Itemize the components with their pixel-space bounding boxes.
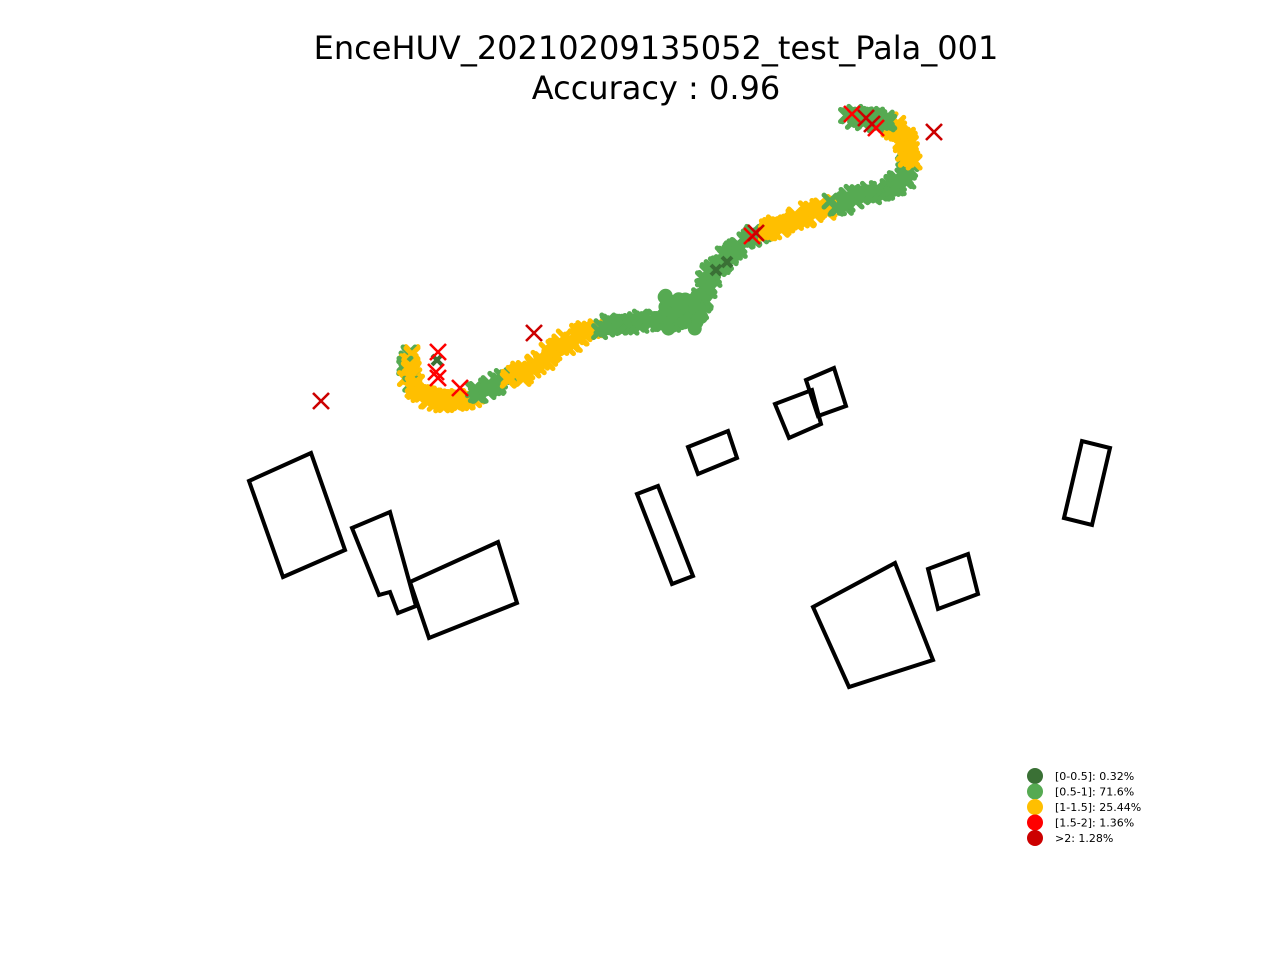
legend-label: [1.5-2]: 1.36% xyxy=(1055,817,1134,830)
building-outline xyxy=(1061,438,1113,528)
legend: [0-0.5]: 0.32% [0.5-1]: 71.6% [1-1.5]: 25.… xyxy=(1027,768,1141,846)
building-outline xyxy=(634,483,696,587)
building-outline xyxy=(246,450,348,580)
trajectory-point xyxy=(720,255,734,269)
error-marker xyxy=(312,392,330,410)
legend-label: [0-0.5]: 0.32% xyxy=(1055,770,1134,783)
building-outline xyxy=(349,509,419,616)
building-outline xyxy=(407,539,520,641)
building-outline xyxy=(803,365,849,419)
trajectory-points xyxy=(396,103,923,414)
error-marker xyxy=(925,123,943,141)
error-marker xyxy=(525,324,543,342)
trajectory-point xyxy=(709,263,723,277)
legend-label: [0.5-1]: 71.6% xyxy=(1055,786,1134,799)
error-marker xyxy=(857,109,875,127)
building-outline xyxy=(810,560,936,690)
chart-title: EnceHUV_20210209135052_test_Pala_001 xyxy=(314,29,999,67)
building-outline xyxy=(685,428,740,477)
building-outlines xyxy=(246,365,1113,690)
legend-label: [1-1.5]: 25.44% xyxy=(1055,801,1141,814)
error-marker xyxy=(429,369,447,387)
trajectory-point xyxy=(694,309,709,324)
error-marker xyxy=(747,224,765,242)
chart-subtitle: Accuracy : 0.96 xyxy=(532,69,780,107)
legend-marker xyxy=(1027,783,1043,800)
building-outline xyxy=(925,551,981,612)
legend-marker xyxy=(1027,799,1043,815)
error-markers xyxy=(312,105,943,410)
error-marker xyxy=(843,105,861,123)
error-marker xyxy=(429,343,447,361)
legend-label: >2: 1.28% xyxy=(1055,832,1113,845)
trajectory-point xyxy=(670,296,685,311)
legend-marker xyxy=(1027,830,1043,846)
building-outline xyxy=(772,387,824,441)
error-marker xyxy=(451,379,469,397)
legend-marker xyxy=(1027,814,1043,831)
trajectory-point xyxy=(677,315,692,330)
error-marker xyxy=(427,363,445,381)
trajectory-point xyxy=(661,321,676,336)
legend-marker xyxy=(1027,768,1043,784)
